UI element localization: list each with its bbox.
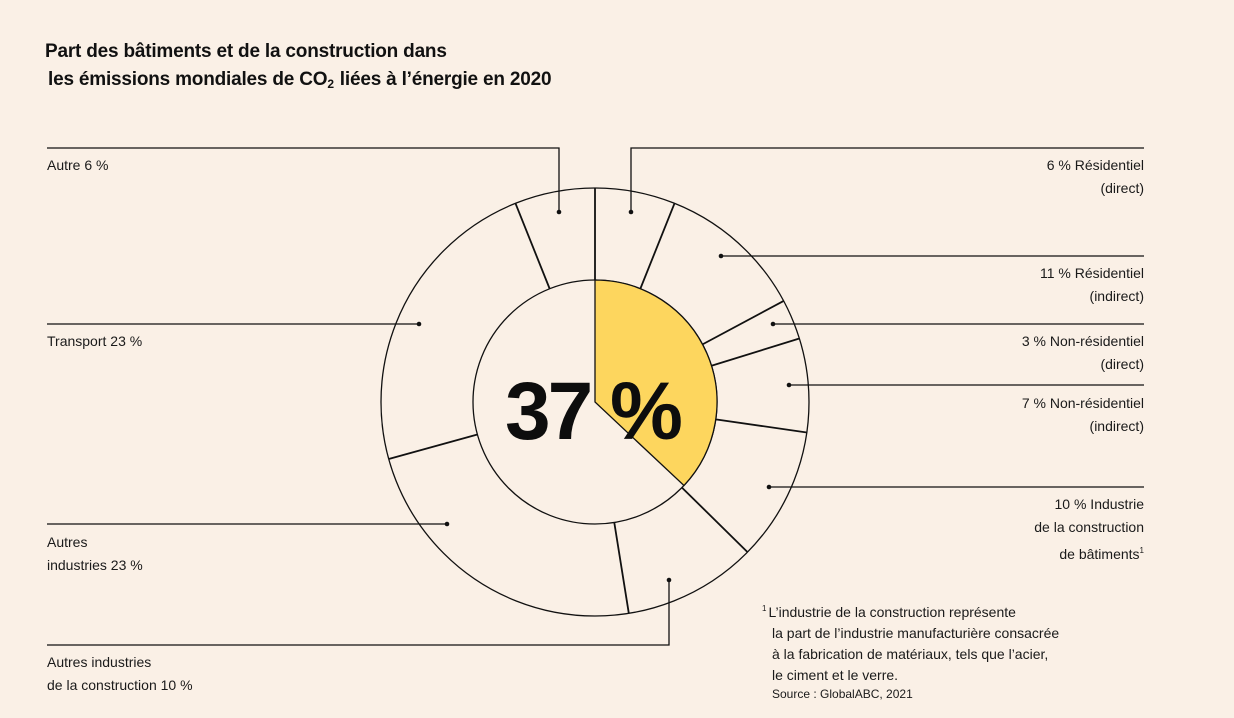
segment-divider	[715, 418, 807, 434]
dot-transport	[416, 321, 422, 327]
segment-divider	[702, 300, 785, 346]
label-nonres-direct: 3 % Non-résidentiel (direct)	[1021, 333, 1144, 372]
segment-divider	[613, 522, 630, 614]
highlight-wedge	[594, 279, 718, 487]
segment-divider	[681, 486, 749, 553]
label-autres-ind-constr: Autres industries de la construction 10 …	[47, 654, 193, 693]
leader-res-direct	[630, 147, 1144, 212]
segment-divider	[639, 202, 676, 290]
dot-autres-industries	[444, 521, 450, 527]
segment-divider	[388, 433, 478, 460]
footnote: 1 L’industrie de la construction représen…	[762, 598, 1059, 703]
footnote-line: le ciment et le verre.	[772, 667, 899, 683]
dot-res-indirect	[718, 253, 724, 259]
source-note: Source : GlobalABC, 2021	[772, 687, 913, 701]
center-value: 37 %	[505, 366, 683, 457]
title-line-1: Part des bâtiments et de la construction…	[45, 41, 447, 62]
label-autres-industries: Autres industries 23 %	[47, 534, 143, 573]
label-industrie: 10 % Industrie de la construction de bât…	[1034, 496, 1144, 562]
leader-autres-ind-constr	[47, 580, 670, 646]
leader-autre	[47, 147, 560, 212]
dot-nonres-indirect	[786, 382, 792, 388]
footnote-line: la part de l’industrie manufacturière co…	[772, 625, 1060, 641]
label-res-direct: 6 % Résidentiel (direct)	[1046, 157, 1144, 196]
segment-divider	[514, 202, 551, 290]
label-autre: Autre 6 %	[47, 157, 109, 173]
chart-title: Part des bâtiments et de la construction…	[45, 38, 552, 98]
dot-nonres-direct	[770, 321, 776, 327]
label-nonres-indirect: 7 % Non-résidentiel (indirect)	[1021, 395, 1144, 434]
footnote-line: 1 L’industrie de la construction représen…	[762, 604, 1016, 620]
label-res-indirect: 11 % Résidentiel (indirect)	[1039, 265, 1144, 304]
title-line-2: les émissions mondiales de CO2 liées à l’…	[48, 69, 552, 91]
label-transport: Transport 23 %	[47, 333, 143, 349]
dot-res-direct	[628, 209, 634, 215]
dot-autres-ind-constr	[666, 577, 672, 583]
footnote-line: à la fabrication de matériaux, tels que …	[772, 646, 1049, 662]
dot-industrie	[766, 484, 772, 490]
dot-autre	[556, 209, 562, 215]
segment-divider	[711, 337, 800, 367]
